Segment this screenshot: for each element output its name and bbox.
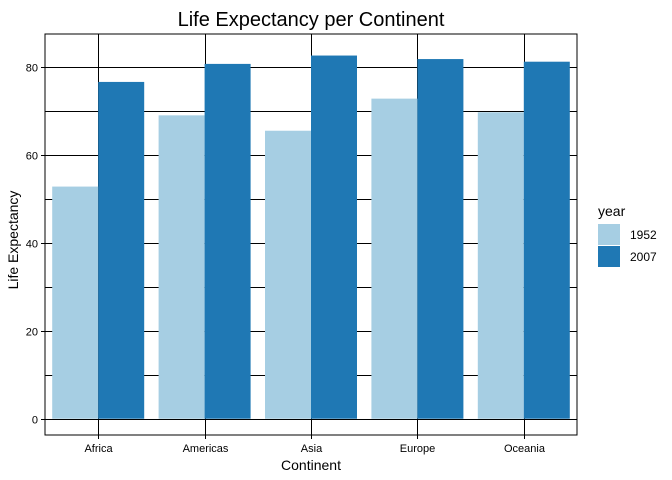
- x-axis-title: Continent: [281, 457, 341, 473]
- y-tick-label: 80: [26, 63, 38, 75]
- x-tick-label: Africa: [84, 443, 113, 455]
- bars: [52, 55, 570, 419]
- y-tick-label: 60: [26, 151, 38, 163]
- bar-oceania-2007: [523, 61, 570, 419]
- x-tick-label: Europe: [400, 443, 435, 455]
- legend-key-1952: [598, 224, 620, 245]
- bar-asia-2007: [311, 55, 357, 419]
- x-tick-label: Americas: [183, 443, 229, 455]
- y-tick-label: 0: [32, 415, 38, 427]
- bar-europe-2007: [417, 59, 464, 419]
- x-tick-label: Asia: [301, 443, 323, 455]
- legend-key-2007: [598, 246, 620, 267]
- bar-africa-1952: [52, 186, 99, 419]
- legend-label-1952: 1952: [630, 228, 657, 242]
- bar-americas-1952: [158, 115, 205, 419]
- y-tick-label: 20: [26, 327, 38, 339]
- bar-africa-2007: [98, 81, 145, 419]
- x-tick-label: Oceania: [504, 443, 546, 455]
- bar-oceania-1952: [477, 112, 524, 419]
- bar-asia-1952: [265, 130, 311, 419]
- legend: year 1952 2007: [598, 203, 657, 267]
- y-tick-label: 40: [26, 239, 38, 251]
- bar-europe-1952: [371, 98, 418, 419]
- bar-americas-2007: [204, 63, 251, 419]
- legend-label-2007: 2007: [630, 250, 657, 264]
- y-axis-title: Life Expectancy: [5, 191, 21, 290]
- y-axis: 0 20 40 60 80: [26, 63, 45, 427]
- legend-title: year: [598, 203, 626, 219]
- x-axis: Africa Americas Asia Europe Oceania: [84, 435, 546, 455]
- chart-title: Life Expectancy per Continent: [178, 9, 445, 31]
